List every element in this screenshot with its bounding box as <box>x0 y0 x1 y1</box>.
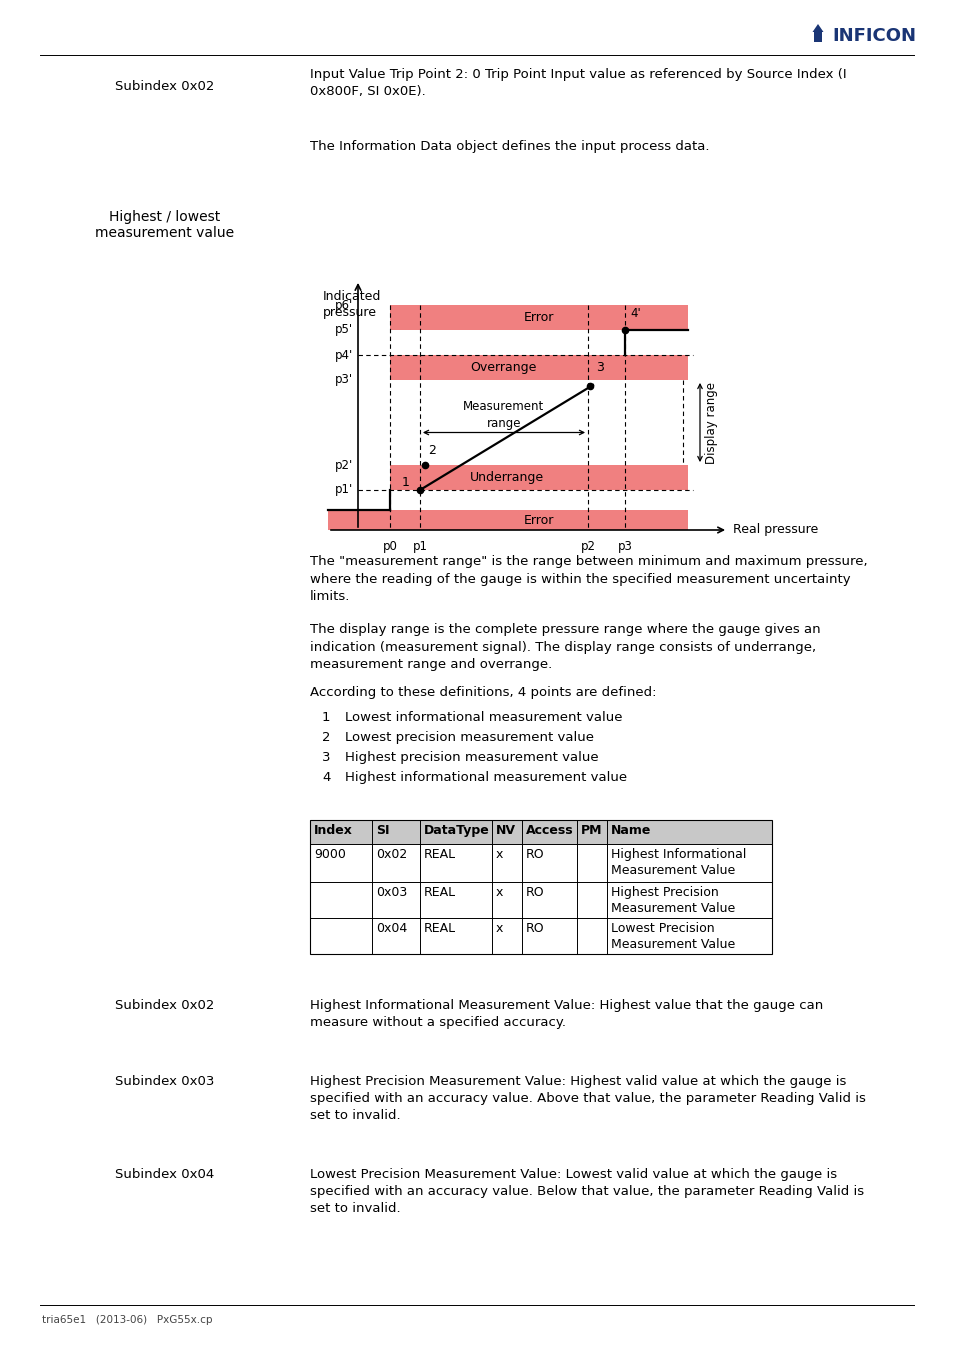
Text: INFICON: INFICON <box>831 27 915 45</box>
Text: 0x04: 0x04 <box>375 922 407 936</box>
Bar <box>310 819 771 954</box>
Text: 3: 3 <box>322 751 330 764</box>
Text: DataType: DataType <box>423 824 489 837</box>
Text: Highest / lowest
measurement value: Highest / lowest measurement value <box>95 211 234 240</box>
Text: Highest Informational
Measurement Value: Highest Informational Measurement Value <box>610 848 745 878</box>
Text: According to these definitions, 4 points are defined:: According to these definitions, 4 points… <box>310 686 656 699</box>
Text: REAL: REAL <box>423 848 456 861</box>
Text: x: x <box>496 886 503 899</box>
Text: SI: SI <box>375 824 389 837</box>
Text: Lowest Precision Measurement Value: Lowest valid value at which the gauge is
spe: Lowest Precision Measurement Value: Lowe… <box>310 1168 863 1215</box>
Text: p1: p1 <box>412 540 427 553</box>
Text: The "measurement range" is the range between minimum and maximum pressure,
where: The "measurement range" is the range bet… <box>310 555 866 603</box>
Text: Error: Error <box>523 513 554 526</box>
Bar <box>310 819 771 844</box>
Text: p0: p0 <box>382 540 397 553</box>
Text: Subindex 0x02: Subindex 0x02 <box>115 80 214 93</box>
Text: Highest Precision
Measurement Value: Highest Precision Measurement Value <box>610 886 735 915</box>
Text: REAL: REAL <box>423 922 456 936</box>
Text: Measurement
range: Measurement range <box>463 401 544 429</box>
Text: x: x <box>496 848 503 861</box>
Text: 2: 2 <box>428 444 436 458</box>
Text: 2: 2 <box>322 730 330 744</box>
Text: p2': p2' <box>335 459 353 471</box>
Text: p3': p3' <box>335 374 353 386</box>
Text: 4: 4 <box>322 771 330 784</box>
Text: p1': p1' <box>335 483 353 497</box>
Text: Access: Access <box>525 824 573 837</box>
Text: RO: RO <box>525 848 544 861</box>
Text: Overrange: Overrange <box>470 360 536 374</box>
Text: Highest precision measurement value: Highest precision measurement value <box>345 751 598 764</box>
Text: The display range is the complete pressure range where the gauge gives an
indica: The display range is the complete pressu… <box>310 622 820 671</box>
Text: Error: Error <box>523 310 554 324</box>
Text: Highest Precision Measurement Value: Highest valid value at which the gauge is
s: Highest Precision Measurement Value: Hig… <box>310 1075 865 1122</box>
Bar <box>390 355 687 379</box>
Text: Lowest precision measurement value: Lowest precision measurement value <box>345 730 594 744</box>
Text: Lowest Precision
Measurement Value: Lowest Precision Measurement Value <box>610 922 735 950</box>
Bar <box>390 464 687 490</box>
Text: Display range: Display range <box>705 382 718 463</box>
Text: tria65e1   (2013-06)   PxG55x.cp: tria65e1 (2013-06) PxG55x.cp <box>42 1315 213 1324</box>
Text: Subindex 0x04: Subindex 0x04 <box>115 1168 214 1181</box>
Text: 0x02: 0x02 <box>375 848 407 861</box>
Text: x: x <box>496 922 503 936</box>
Text: p3: p3 <box>617 540 632 553</box>
Text: 3: 3 <box>596 360 603 374</box>
Text: Subindex 0x02: Subindex 0x02 <box>115 999 214 1012</box>
Text: p6': p6' <box>335 298 353 312</box>
Text: NV: NV <box>496 824 516 837</box>
Text: Input Value Trip Point 2: 0 Trip Point Input value as referenced by Source Index: Input Value Trip Point 2: 0 Trip Point I… <box>310 68 845 99</box>
Text: p4': p4' <box>335 348 353 362</box>
Bar <box>390 305 687 329</box>
Text: p5': p5' <box>335 324 353 336</box>
Text: RO: RO <box>525 886 544 899</box>
Text: Underrange: Underrange <box>470 471 543 485</box>
Text: RO: RO <box>525 922 544 936</box>
FancyArrow shape <box>812 24 822 42</box>
Text: Real pressure: Real pressure <box>732 524 818 536</box>
Bar <box>328 510 687 531</box>
Text: Index: Index <box>314 824 353 837</box>
Text: 0x03: 0x03 <box>375 886 407 899</box>
Text: Indicated
pressure: Indicated pressure <box>323 290 381 319</box>
Text: Name: Name <box>610 824 651 837</box>
Text: Highest Informational Measurement Value: Highest value that the gauge can
measur: Highest Informational Measurement Value:… <box>310 999 822 1029</box>
Text: The Information Data object defines the input process data.: The Information Data object defines the … <box>310 140 709 153</box>
Text: 1: 1 <box>402 477 410 489</box>
Text: Lowest informational measurement value: Lowest informational measurement value <box>345 711 622 724</box>
Text: Subindex 0x03: Subindex 0x03 <box>115 1075 214 1088</box>
Text: PM: PM <box>580 824 602 837</box>
Text: p2: p2 <box>579 540 595 553</box>
Text: 9000: 9000 <box>314 848 346 861</box>
Text: Highest informational measurement value: Highest informational measurement value <box>345 771 626 784</box>
Text: REAL: REAL <box>423 886 456 899</box>
Text: 1: 1 <box>322 711 330 724</box>
Text: 4': 4' <box>629 306 640 320</box>
